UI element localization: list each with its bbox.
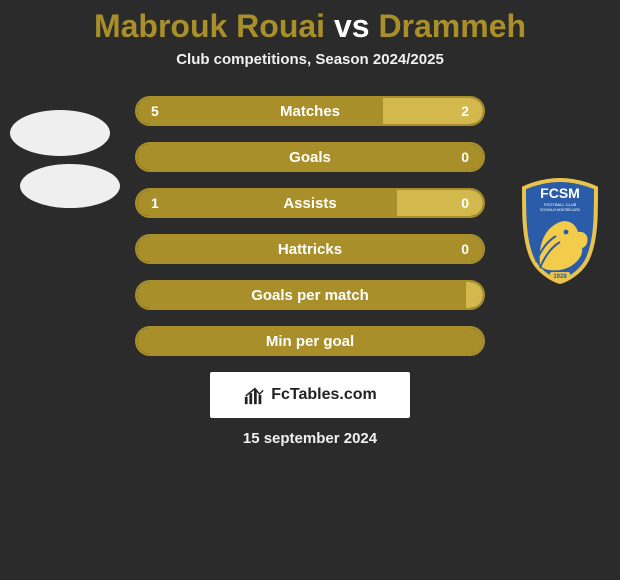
stat-bar-right-fill <box>397 190 484 216</box>
comparison-arena: FCSM FOOTBALL CLUB SOCHAUX-MONTBÉLIARD 1… <box>0 96 620 447</box>
comparison-card: Mabrouk Rouai vs Drammeh Club competitio… <box>0 0 620 580</box>
watermark-badge: FcTables.com <box>210 372 410 418</box>
crest-text-small-1: FOOTBALL CLUB <box>544 202 577 207</box>
watermark-text: FcTables.com <box>271 386 377 404</box>
subtitle: Club competitions, Season 2024/2025 <box>0 51 620 68</box>
stat-bar-left-fill <box>137 190 397 216</box>
title-player-2: Drammeh <box>378 8 526 44</box>
stat-bar-left-fill <box>137 98 383 124</box>
stat-bar-row: Matches52 <box>135 96 485 126</box>
stat-bar-row: Goals0 <box>135 142 485 172</box>
crest-year: 1928 <box>553 274 567 280</box>
stat-bar-row: Min per goal <box>135 326 485 356</box>
watermark-chart-icon <box>243 384 265 406</box>
date-text: 15 september 2024 <box>0 430 620 447</box>
stat-bar-row: Assists10 <box>135 188 485 218</box>
crest-text-small-2: SOCHAUX-MONTBÉLIARD <box>540 207 581 212</box>
stat-bar-left-fill <box>137 236 483 262</box>
crest-text-top: FCSM <box>540 185 580 201</box>
stat-bar-left-fill <box>137 144 483 170</box>
title-vs: vs <box>334 8 370 44</box>
stat-bar-left-fill <box>137 328 483 354</box>
stat-bar-right-fill <box>383 98 483 124</box>
player-2-club-crest: FCSM FOOTBALL CLUB SOCHAUX-MONTBÉLIARD 1… <box>520 176 600 284</box>
stat-bar-row: Goals per match <box>135 280 485 310</box>
title-player-1: Mabrouk Rouai <box>94 8 325 44</box>
crest-svg: FCSM FOOTBALL CLUB SOCHAUX-MONTBÉLIARD 1… <box>520 176 600 284</box>
stat-bar-left-fill <box>137 282 466 308</box>
stat-bar-right-fill <box>466 282 483 308</box>
page-title: Mabrouk Rouai vs Drammeh <box>0 8 620 45</box>
stat-bars: Matches52 Goals0 Assists10 Hattricks0 Goals … <box>135 96 485 356</box>
stat-bar-row: Hattricks0 <box>135 234 485 264</box>
player-1-club-placeholder <box>20 164 120 208</box>
player-1-avatar <box>10 110 110 156</box>
